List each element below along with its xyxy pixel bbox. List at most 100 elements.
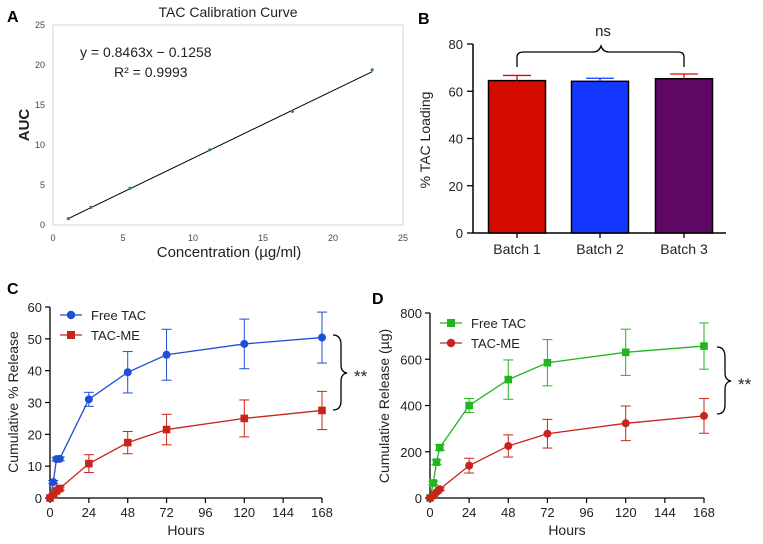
calibration-title: TAC Calibration Curve xyxy=(158,4,297,20)
calibration-r-squared: R² = 0.9993 xyxy=(114,64,188,80)
y-tick-label: 0 xyxy=(415,491,422,506)
calibration-point xyxy=(208,148,212,152)
data-point xyxy=(543,429,552,438)
data-point xyxy=(49,491,58,499)
legend-label: Free TAC xyxy=(471,316,526,331)
loading-category-label: Batch 3 xyxy=(660,241,708,257)
legend-marker xyxy=(66,310,76,320)
percent-significance-bracket xyxy=(332,334,348,411)
data-point xyxy=(240,339,249,348)
percent-release-y-axis-label: Cumulative % Release xyxy=(5,331,21,473)
data-point xyxy=(55,454,64,463)
percent-significance-label: ** xyxy=(354,367,368,386)
amount-release-x-axis-label: Hours xyxy=(548,522,585,538)
data-point xyxy=(123,368,132,377)
calibration-x-tick-label: 0 xyxy=(50,233,55,243)
calibration-x-tick-label: 20 xyxy=(328,233,338,243)
data-point xyxy=(435,443,444,452)
legend-label: TAC-ME xyxy=(91,328,140,343)
x-tick-label: 0 xyxy=(46,505,53,520)
amount-significance-label: ** xyxy=(738,375,752,394)
calibration-plot-frame xyxy=(52,24,404,226)
calibration-y-tick-label: 5 xyxy=(40,180,45,190)
calibration-x-tick-label: 10 xyxy=(188,233,198,243)
x-tick-label: 168 xyxy=(311,505,333,520)
calibration-y-tick-label: 25 xyxy=(35,20,45,30)
y-tick-label: 400 xyxy=(400,399,422,414)
x-tick-label: 120 xyxy=(615,505,637,520)
loading-category-label: Batch 2 xyxy=(576,241,624,257)
series-tac-me xyxy=(46,390,327,502)
data-point xyxy=(700,342,708,350)
calibration-point xyxy=(290,109,294,113)
calibration-point xyxy=(128,186,132,190)
loading-bar xyxy=(570,80,630,234)
data-point xyxy=(504,375,513,384)
significance-label: ns xyxy=(595,23,611,40)
calibration-point xyxy=(89,205,93,209)
loading-y-tick-label: 40 xyxy=(449,132,463,147)
series-free-tac xyxy=(426,322,709,502)
calibration-x-tick-label: 25 xyxy=(398,233,408,243)
legend-marker xyxy=(447,319,455,327)
loading-bar-chart: 0 20 40 60 80 Batch 1 Batch 2 Batch 3 ns % TAC… xyxy=(417,23,726,257)
y-tick-label: 600 xyxy=(400,352,422,367)
x-tick-label: 0 xyxy=(426,505,433,520)
y-tick-label: 30 xyxy=(28,396,42,411)
amount-release-y-axis-label: Cumulative Release (µg) xyxy=(376,329,392,483)
series-line xyxy=(49,336,323,499)
amount-significance-bracket xyxy=(716,346,732,415)
calibration-y-tick-label: 0 xyxy=(40,220,45,230)
legend-label: TAC-ME xyxy=(471,336,520,351)
x-tick-label: 144 xyxy=(654,505,676,520)
x-tick-label: 96 xyxy=(198,505,212,520)
data-point xyxy=(700,411,708,420)
panel-letter-d: D xyxy=(372,291,384,308)
legend-marker xyxy=(446,338,456,348)
data-point xyxy=(162,350,171,359)
data-point xyxy=(621,419,630,428)
significance-bracket xyxy=(516,43,685,67)
x-tick-label: 24 xyxy=(462,505,476,520)
loading-bar xyxy=(487,79,547,234)
x-tick-label: 72 xyxy=(540,505,554,520)
data-point xyxy=(432,458,441,466)
calibration-y-tick-label: 10 xyxy=(35,140,45,150)
calibration-y-axis-label: AUC xyxy=(16,109,33,142)
data-point xyxy=(465,461,474,470)
calibration-x-tick-label: 15 xyxy=(258,233,268,243)
data-point xyxy=(240,414,249,423)
panel-letter-c: C xyxy=(7,281,19,298)
calibration-x-tick-label: 5 xyxy=(120,233,125,243)
data-point xyxy=(429,479,438,487)
data-point xyxy=(55,484,64,493)
loading-y-tick-label: 0 xyxy=(456,226,463,241)
data-point xyxy=(543,358,552,367)
data-point xyxy=(123,438,132,447)
calibration-chart: TAC Calibration Curve y = 0.8463x − 0.12… xyxy=(16,4,408,261)
loading-y-tick-label: 20 xyxy=(449,179,463,194)
loading-y-tick-label: 60 xyxy=(449,84,463,99)
series-tac-me xyxy=(426,398,709,502)
x-tick-label: 96 xyxy=(579,505,593,520)
loading-y-axis-label: % TAC Loading xyxy=(417,92,433,189)
legend-marker xyxy=(67,331,75,339)
data-point xyxy=(85,459,93,468)
calibration-y-tick-label: 20 xyxy=(35,60,45,70)
y-tick-label: 20 xyxy=(28,427,42,442)
x-tick-label: 24 xyxy=(82,505,96,520)
y-tick-label: 800 xyxy=(400,306,422,321)
series-line xyxy=(429,345,705,499)
y-tick-label: 50 xyxy=(28,332,42,347)
loading-category-label: Batch 1 xyxy=(493,241,541,257)
x-tick-label: 48 xyxy=(501,505,515,520)
series-free-tac xyxy=(46,311,327,502)
calibration-y-tick-label: 15 xyxy=(35,100,45,110)
calibration-x-axis-label: Concentration (µg/ml) xyxy=(157,244,302,261)
data-point xyxy=(435,485,444,494)
y-tick-label: 40 xyxy=(28,364,42,379)
x-tick-label: 48 xyxy=(120,505,134,520)
loading-y-tick-label: 80 xyxy=(449,37,463,52)
data-point xyxy=(318,406,326,415)
